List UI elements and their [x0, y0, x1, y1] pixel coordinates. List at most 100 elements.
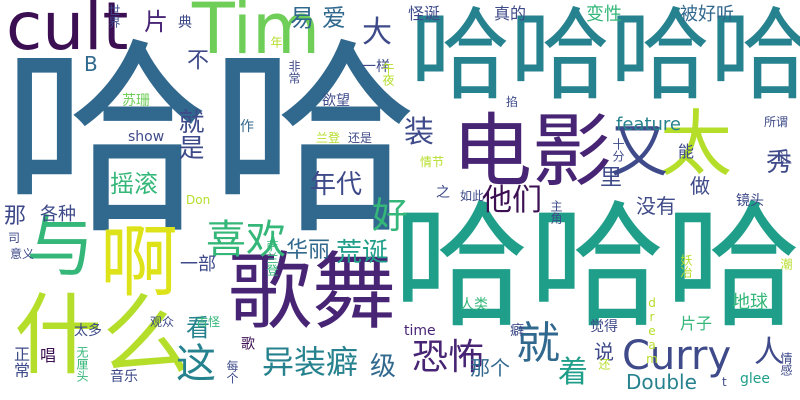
- word: 能: [678, 142, 695, 161]
- word: 午夜: [381, 62, 395, 86]
- word: 掐: [506, 95, 519, 109]
- word: 唱: [40, 346, 57, 365]
- word: 主角: [549, 200, 563, 224]
- word: 还是: [348, 131, 373, 145]
- word: 易: [290, 4, 314, 32]
- word: 音乐: [110, 369, 138, 385]
- word: 如此: [460, 189, 485, 203]
- word: 就是: [174, 108, 204, 160]
- word: 哈哈哈哈: [410, 0, 800, 114]
- word: 欲望: [322, 93, 350, 109]
- word: 一部: [180, 254, 216, 275]
- word: show: [128, 129, 165, 145]
- word: 摇滚: [110, 170, 158, 198]
- word: 秀: [766, 148, 793, 178]
- word: 他们: [482, 183, 542, 218]
- word: 歌: [239, 336, 255, 350]
- word: 说: [594, 340, 614, 364]
- word: 荒诞: [336, 238, 389, 268]
- word: 潮: [779, 258, 793, 270]
- word: 着: [558, 355, 588, 390]
- word: 什么: [14, 284, 191, 387]
- word: 观众: [150, 315, 175, 329]
- word: 与: [26, 208, 95, 287]
- word: 地球: [732, 292, 768, 313]
- word: Don: [186, 193, 211, 207]
- word: 世界: [107, 4, 121, 28]
- word: 古怪: [196, 315, 221, 329]
- word: 不: [183, 48, 208, 70]
- word: 被好听: [680, 4, 734, 25]
- word: t: [722, 375, 727, 389]
- word: 萨兰登: [265, 240, 279, 276]
- word: time: [404, 323, 436, 339]
- word: 大: [362, 15, 392, 50]
- word: 华丽: [286, 238, 331, 263]
- word: 啊: [100, 218, 179, 308]
- word: 歌舞: [228, 243, 397, 341]
- word: 喜欢: [206, 217, 286, 263]
- word: 这: [176, 341, 216, 387]
- word: 人: [754, 335, 784, 370]
- word: 各种: [40, 204, 76, 225]
- word: 一样: [362, 59, 390, 75]
- word: 片子: [680, 314, 713, 333]
- word: 做: [690, 174, 710, 198]
- word: 太多: [74, 323, 102, 339]
- word: 镜头: [736, 193, 764, 209]
- word: 那个: [470, 356, 510, 380]
- word: 情感: [779, 352, 793, 376]
- word: 兰登: [316, 131, 341, 145]
- word: Tim: [192, 0, 321, 70]
- word: 让: [778, 151, 792, 167]
- word: 片: [144, 8, 168, 36]
- word: 好: [366, 196, 407, 232]
- word: 太: [660, 102, 733, 186]
- word: 作: [240, 119, 254, 135]
- word: 典: [178, 15, 192, 31]
- word: 哈哈哈: [393, 189, 800, 347]
- word: 每个: [225, 360, 239, 384]
- word: 怪诞: [408, 4, 441, 23]
- word: 所谓: [764, 115, 789, 129]
- word: 看: [186, 314, 210, 342]
- word: 又: [610, 117, 669, 185]
- word: 装: [404, 115, 434, 150]
- word: 苏珊: [122, 93, 150, 109]
- word: 里: [600, 166, 623, 191]
- word: Curry: [622, 333, 732, 379]
- word: 无厘头: [75, 346, 89, 382]
- word: 年: [269, 36, 283, 48]
- word: 那: [4, 204, 27, 229]
- word: 癖: [510, 323, 524, 339]
- word: 人类: [460, 297, 488, 313]
- word: 电影: [452, 105, 612, 198]
- word: Double: [626, 370, 697, 394]
- word: 真的: [494, 4, 527, 23]
- word: 就: [516, 318, 560, 369]
- word: 妖冶: [679, 254, 693, 278]
- word: 还: [597, 358, 611, 370]
- word: feature: [616, 114, 681, 135]
- word: 爱: [322, 4, 346, 32]
- word: cult: [6, 0, 129, 65]
- word: B: [84, 52, 98, 76]
- word: 异装癖: [262, 343, 359, 381]
- word: 变性: [586, 4, 622, 25]
- word: 哈哈: [2, 21, 418, 263]
- word: 没有: [636, 194, 676, 218]
- word: glee: [740, 371, 771, 387]
- word: 意义: [10, 247, 35, 261]
- word: 觉得: [590, 319, 618, 335]
- word: 恐怖: [412, 337, 485, 378]
- word: 十分: [611, 138, 625, 162]
- word: 司: [8, 231, 21, 245]
- word: 之: [436, 185, 450, 201]
- word: 正常: [11, 346, 30, 378]
- word: 年代: [310, 170, 363, 200]
- word: 非常: [287, 60, 301, 84]
- word: dream: [645, 296, 659, 366]
- word: 情节: [420, 155, 445, 169]
- word: 级: [370, 352, 397, 382]
